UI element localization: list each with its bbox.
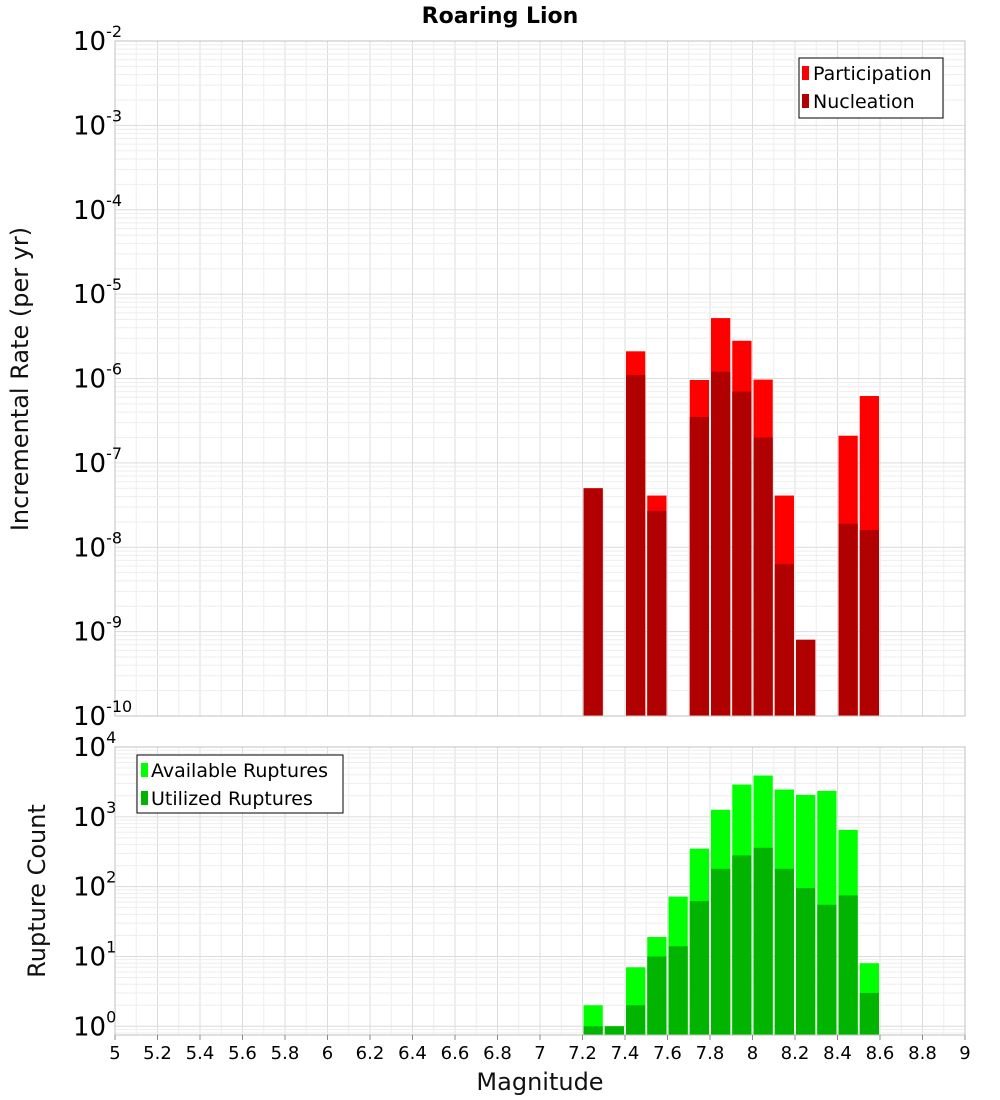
x-tick-label: 5.8 (271, 1043, 300, 1064)
x-tick-label: 7.6 (653, 1043, 682, 1064)
x-tick-label: 6.6 (441, 1043, 470, 1064)
top-y-tick-label: 10-7 (73, 444, 122, 479)
bar-utilized-ruptures (732, 855, 752, 1035)
x-tick-label: 8.8 (908, 1043, 937, 1064)
legend-swatch-available-ruptures (141, 763, 148, 777)
bar-nucleation (859, 530, 879, 716)
bar-nucleation (583, 488, 603, 716)
bottom-y-tick-label: 104 (73, 728, 116, 763)
bar-utilized-ruptures (604, 1026, 624, 1035)
bottom-y-axis-label: Rupture Count (23, 804, 51, 978)
bottom-y-tick-label: 103 (73, 798, 116, 833)
legend-label-participation: Participation (813, 63, 932, 85)
x-tick-label: 7.2 (568, 1043, 597, 1064)
x-tick-label: 5.4 (186, 1043, 215, 1064)
bar-nucleation (626, 375, 646, 716)
legend-label-nucleation: Nucleation (813, 91, 915, 113)
top-y-tick-label: 10-5 (73, 275, 122, 310)
legend-label-utilized-ruptures: Utilized Ruptures (151, 788, 313, 810)
x-tick-label: 6.8 (483, 1043, 512, 1064)
x-tick-label: 5.6 (228, 1043, 257, 1064)
top-y-tick-label: 10-9 (73, 613, 122, 648)
top-y-ticks: 10-2 10-3 10-4 10-5 10-6 10-7 10-8 10-9 10-10 (73, 22, 132, 732)
bar-nucleation (732, 391, 752, 716)
bar-utilized-ruptures (774, 868, 794, 1035)
legend-swatch-nucleation (802, 94, 809, 108)
bottom-y-tick-label: 100 (73, 1007, 116, 1042)
bottom-y-tick-label: 101 (73, 937, 116, 972)
x-tick-label: 5.2 (143, 1043, 172, 1064)
chart-title: Roaring Lion (422, 4, 579, 29)
x-tick-label: 8.2 (781, 1043, 810, 1064)
bar-nucleation (753, 437, 773, 716)
x-axis-label: Magnitude (476, 1068, 603, 1096)
x-tick-label: 9 (959, 1043, 970, 1064)
bar-utilized-ruptures (859, 992, 879, 1035)
x-tick-label: 8 (747, 1043, 758, 1064)
bar-nucleation (647, 510, 667, 716)
top-y-tick-label: 10-4 (73, 191, 122, 226)
x-ticks: 5 5.2 5.4 5.6 5.8 6 6.2 6.4 6.6 6.8 7 7.2 7.4 7.6 7.8 8… (109, 1035, 971, 1064)
top-y-tick-label: 10-8 (73, 528, 122, 563)
bar-nucleation (711, 371, 731, 716)
bar-nucleation (774, 564, 794, 716)
x-tick-label: 6 (322, 1043, 333, 1064)
bar-utilized-ruptures (817, 904, 837, 1035)
bar-nucleation (838, 523, 858, 716)
bar-nucleation (796, 639, 816, 716)
bottom-y-ticks: 104 103 102 101 100 (73, 728, 116, 1042)
bar-utilized-ruptures (838, 895, 858, 1035)
x-tick-label: 7.8 (696, 1043, 725, 1064)
x-tick-label: 7.4 (611, 1043, 640, 1064)
x-tick-label: 7 (534, 1043, 545, 1064)
bar-utilized-ruptures (796, 888, 816, 1035)
top-legend-box (798, 57, 944, 119)
top-grid (114, 40, 966, 717)
top-bars (583, 318, 879, 716)
legend-swatch-utilized-ruptures (141, 791, 148, 805)
bar-nucleation (689, 416, 709, 716)
top-y-axis-label: Incremental Rate (per yr) (6, 227, 34, 531)
legend-swatch-participation (802, 66, 809, 80)
bar-utilized-ruptures (626, 1005, 646, 1035)
top-plot-border (114, 40, 966, 717)
top-y-tick-label: 10-10 (73, 697, 132, 732)
top-legend: Participation Nucleation (798, 57, 944, 119)
bar-utilized-ruptures (753, 847, 773, 1035)
bottom-legend: Available Ruptures Utilized Ruptures (136, 754, 344, 814)
top-y-tick-label: 10-3 (73, 106, 122, 141)
top-y-tick-label: 10-2 (73, 22, 122, 57)
x-tick-label: 5 (109, 1043, 120, 1064)
top-panel: 10-2 10-3 10-4 10-5 10-6 10-7 10-8 10-9 10-10 In… (6, 22, 966, 732)
x-tick-label: 8.6 (866, 1043, 895, 1064)
x-tick-label: 6.2 (356, 1043, 385, 1064)
x-tick-label: 6.4 (398, 1043, 427, 1064)
x-tick-label: 8.4 (823, 1043, 852, 1064)
bar-utilized-ruptures (583, 1026, 603, 1035)
bar-utilized-ruptures (689, 901, 709, 1035)
bottom-panel: 104 103 102 101 100 Rupture Count Available … (23, 728, 966, 1042)
top-y-tick-label: 10-6 (73, 360, 122, 395)
bar-utilized-ruptures (647, 956, 667, 1035)
legend-label-available-ruptures: Available Ruptures (151, 760, 328, 782)
bar-utilized-ruptures (668, 946, 688, 1035)
bottom-legend-box (136, 754, 344, 814)
bottom-y-tick-label: 102 (73, 868, 116, 903)
bar-utilized-ruptures (711, 868, 731, 1035)
bottom-bars (583, 775, 879, 1035)
